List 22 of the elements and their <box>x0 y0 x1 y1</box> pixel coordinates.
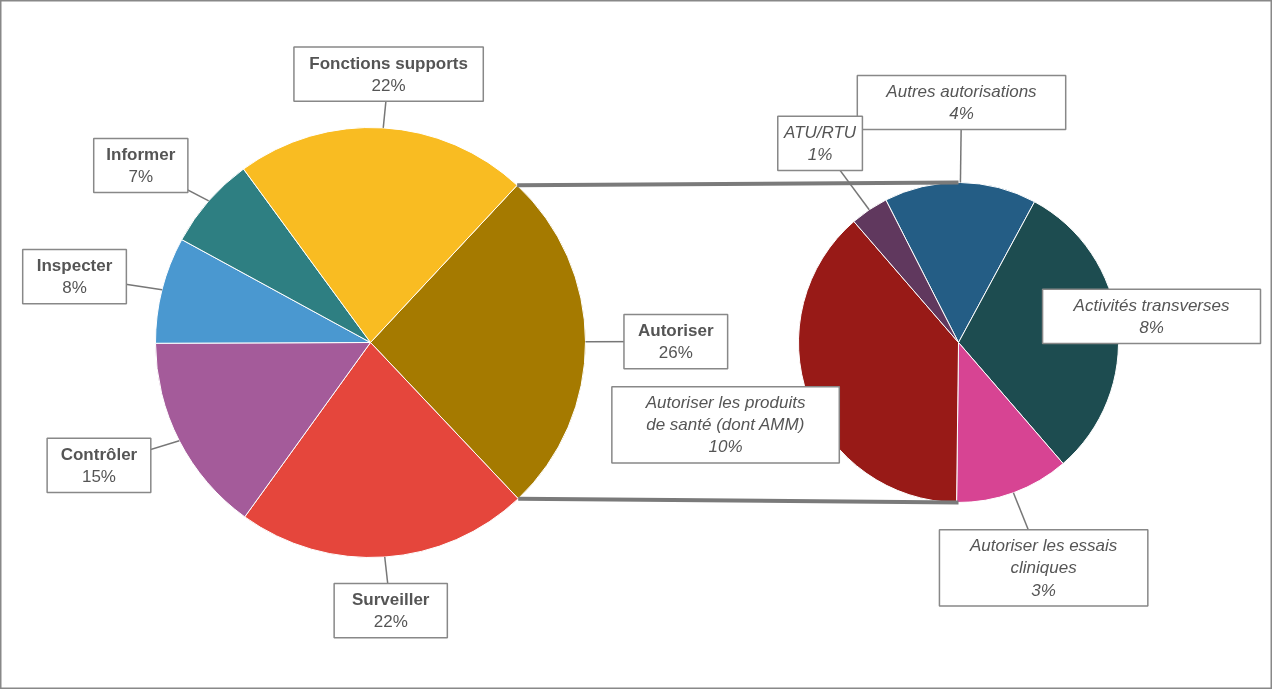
data-label: 8% <box>62 278 87 298</box>
slice-label: Autoriser les produits de santé (dont AMM) <box>644 393 806 435</box>
data-label: 3% <box>1031 580 1056 600</box>
data-label: 1% <box>807 144 833 164</box>
slice-label: Activités transverses <box>1072 295 1230 315</box>
data-label: 15% <box>81 466 116 486</box>
data-label: 10% <box>708 437 743 457</box>
slice-label: Contrôler <box>60 444 138 464</box>
slice-label: Autoriser les essais cliniques <box>968 536 1118 578</box>
slice-label: Informer <box>106 144 176 164</box>
data-label: 22% <box>371 75 406 95</box>
slice-label: Autres autorisations <box>885 81 1038 101</box>
data-label: 7% <box>128 167 154 187</box>
data-label: 4% <box>949 104 974 124</box>
slice-label: Fonctions supports <box>309 53 468 73</box>
data-label: 26% <box>658 343 693 363</box>
data-label: 22% <box>373 612 408 632</box>
slice-label: Surveiller <box>351 590 430 610</box>
slice-label: Autoriser <box>638 321 714 341</box>
data-label: 8% <box>1139 318 1164 337</box>
slice-label: ATU/RTU <box>783 122 857 142</box>
slice-label: Inspecter <box>36 256 113 276</box>
